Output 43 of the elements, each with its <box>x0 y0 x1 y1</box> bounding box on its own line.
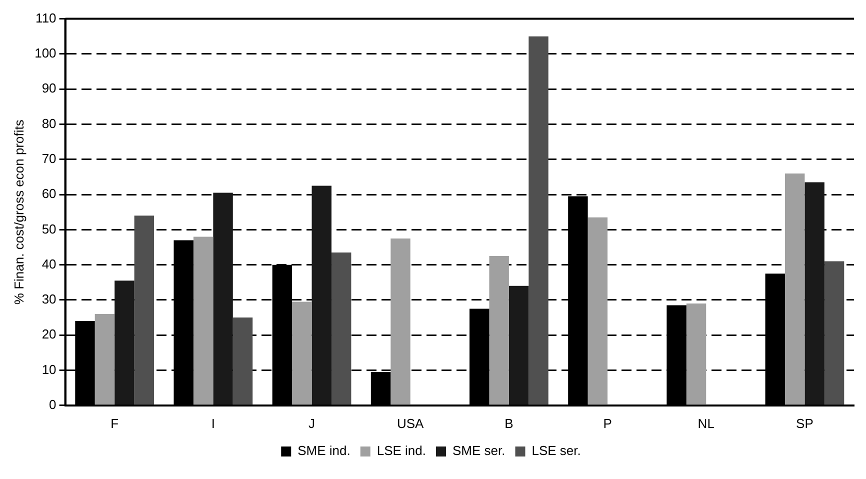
y-tick-label: 90 <box>42 80 56 96</box>
bar <box>489 256 509 405</box>
y-axis-title: % Finan. cost/gross econ profits <box>11 119 26 305</box>
bar <box>390 238 410 405</box>
y-tick-label: 10 <box>42 362 56 377</box>
bar <box>588 217 608 405</box>
legend-label: SME ind. <box>298 443 350 458</box>
y-tick-label: 100 <box>34 46 56 61</box>
y-tick-label: 50 <box>42 221 56 236</box>
x-tick-label: F <box>110 416 119 431</box>
bar <box>528 36 548 405</box>
x-tick-label: NL <box>698 416 714 431</box>
legend-label: SME ser. <box>452 443 506 458</box>
bar <box>804 182 824 405</box>
y-tick-label: 70 <box>42 150 56 166</box>
legend-label: LSE ind. <box>376 443 426 458</box>
y-tick-label: 0 <box>49 396 56 412</box>
x-tick-label: P <box>603 416 612 431</box>
y-tick-label: 20 <box>42 326 56 342</box>
y-tick-label: 30 <box>42 292 56 307</box>
x-tick-label: SP <box>796 416 814 431</box>
bar <box>331 252 352 405</box>
legend-label: LSE ser. <box>532 443 581 458</box>
x-tick-label: J <box>308 416 316 431</box>
bar <box>213 192 233 405</box>
bar <box>312 186 332 405</box>
y-tick-label: 110 <box>36 10 56 26</box>
y-tick-label: 80 <box>42 116 56 131</box>
x-tick-label: USA <box>396 416 424 431</box>
bar <box>292 302 312 405</box>
y-tick-label: 60 <box>42 186 56 202</box>
bar <box>824 261 844 405</box>
bar <box>232 318 253 405</box>
x-tick-label: I <box>211 416 215 431</box>
y-tick-label: 40 <box>42 256 56 272</box>
bar <box>508 286 529 405</box>
bar <box>784 173 805 405</box>
bar <box>686 303 706 405</box>
bar <box>94 314 115 405</box>
bar <box>114 280 134 405</box>
bar <box>134 216 154 405</box>
bar <box>193 236 214 405</box>
x-tick-label: B <box>504 416 514 431</box>
